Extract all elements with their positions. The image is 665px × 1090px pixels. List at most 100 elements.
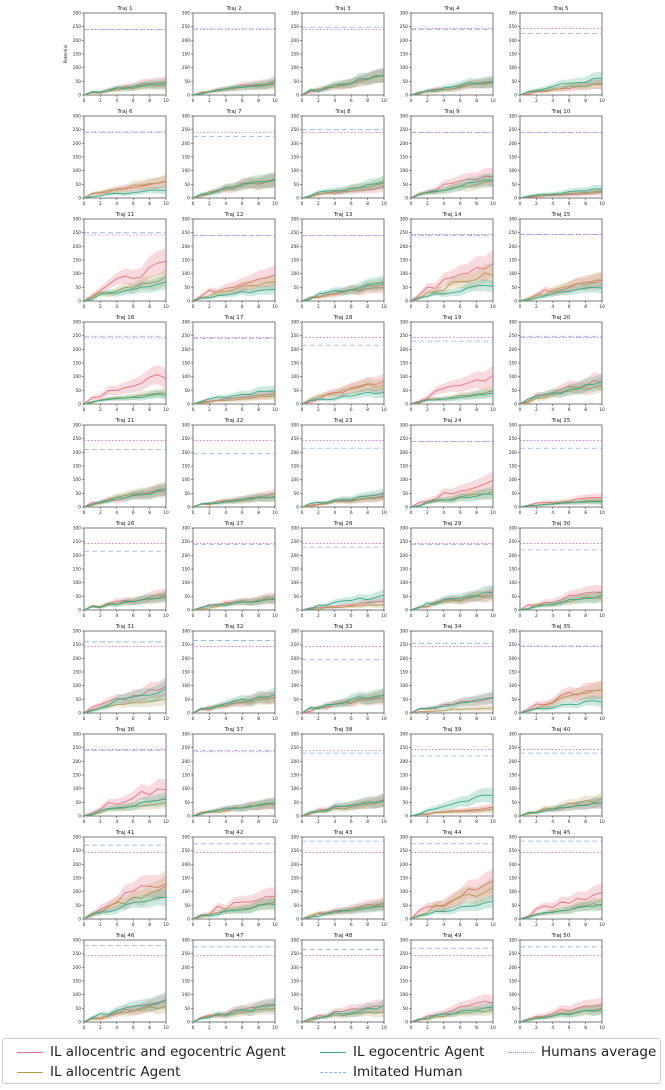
y-tick-label: 300 [400, 217, 408, 223]
x-tick-label: 0 [83, 98, 86, 104]
panel-frame [410, 939, 494, 1023]
x-tick-label: 8 [148, 201, 151, 207]
ego-line [301, 180, 385, 199]
panel-frame [301, 218, 385, 302]
x-tick-label: 2 [535, 716, 538, 722]
y-tick-label: 300 [509, 11, 517, 17]
y-tick-label: 100 [73, 786, 81, 792]
y-tick-label: 200 [291, 450, 299, 456]
panel-title: Traj 20 [551, 315, 571, 321]
y-tick-label: 250 [400, 745, 408, 751]
panel-28: Traj 28 0 50 100 150 200 250 300 0 2 4 6 8 10 [291, 521, 387, 619]
panel-title: Traj 42 [224, 830, 244, 836]
legend-item-humans: Humans average [508, 1042, 656, 1062]
x-tick-label: 4 [115, 922, 118, 928]
panel-6: Traj 6 0 50 100 150 200 250 300 0 2 4 6 8 10 [73, 109, 169, 207]
y-tick-label: 250 [509, 848, 517, 854]
x-tick-label: 0 [519, 98, 522, 104]
y-tick-label: 300 [291, 732, 299, 738]
ego-line [83, 393, 167, 405]
allo-line [301, 495, 385, 508]
y-tick-label: 50 [512, 697, 518, 703]
y-tick-label: 0 [78, 299, 81, 305]
x-tick-label: 4 [333, 201, 336, 207]
panel-39: Traj 39 0 50 100 150 200 250 300 0 2 4 6 8 10 [400, 727, 496, 825]
panel-20: Traj 20 0 50 100 150 200 250 300 0 2 4 6 8 10 [509, 315, 605, 413]
panel-34: Traj 34 0 50 100 150 200 250 300 0 2 4 6 8 10 [400, 624, 496, 722]
allo-line [410, 272, 494, 302]
x-tick-label: 0 [192, 716, 195, 722]
y-tick-label: 200 [509, 141, 517, 147]
x-tick-label: 0 [519, 716, 522, 722]
legend-item-allo_ego: IL allocentric and egocentric Agent [17, 1042, 286, 1062]
y-tick-label: 300 [182, 114, 190, 120]
x-tick-label: 4 [333, 922, 336, 928]
y-tick-label: 250 [400, 333, 408, 339]
panel-frame [301, 527, 385, 611]
allo-line [410, 808, 494, 817]
x-tick-label: 6 [568, 304, 571, 310]
y-tick-label: 250 [182, 539, 190, 545]
y-tick-label: 200 [291, 862, 299, 868]
x-tick-label: 10 [599, 510, 605, 516]
x-tick-label: 4 [442, 510, 445, 516]
x-tick-label: 4 [224, 510, 227, 516]
allo_ego-line [519, 191, 603, 199]
x-tick-label: 8 [257, 407, 260, 413]
panel-1: Traj 1 Potential 0 50 100 150 200 250 300 0 2 4 6 8 10 [63, 6, 169, 104]
x-tick-label: 6 [241, 716, 244, 722]
x-tick-label: 0 [301, 510, 304, 516]
ego-band [302, 68, 384, 95]
y-tick-label: 200 [182, 450, 190, 456]
x-tick-label: 0 [519, 1025, 522, 1031]
x-tick-label: 6 [350, 922, 353, 928]
panel-9: Traj 9 0 50 100 150 200 250 300 0 2 4 6 8 10 [400, 109, 496, 207]
y-tick-label: 150 [400, 258, 408, 264]
x-tick-label: 8 [257, 613, 260, 619]
y-tick-label: 0 [78, 1020, 81, 1026]
y-tick-label: 50 [403, 491, 409, 497]
x-tick-label: 2 [535, 201, 538, 207]
allo-band [520, 187, 602, 198]
ego-line [410, 900, 494, 920]
y-tick-label: 100 [291, 786, 299, 792]
x-tick-label: 8 [475, 1025, 478, 1031]
y-tick-label: 200 [291, 244, 299, 250]
x-tick-label: 2 [208, 98, 211, 104]
y-tick-label: 0 [405, 1020, 408, 1026]
panel-frame [192, 527, 276, 611]
y-tick-label: 0 [187, 93, 190, 99]
y-tick-label: 300 [509, 732, 517, 738]
x-tick-label: 6 [568, 1025, 571, 1031]
ego-band [84, 390, 166, 404]
x-tick-label: 6 [568, 613, 571, 619]
y-tick-label: 0 [514, 299, 517, 305]
y-tick-label: 100 [73, 374, 81, 380]
y-tick-label: 300 [73, 217, 81, 223]
x-tick-label: 4 [442, 613, 445, 619]
ego-band [193, 897, 275, 919]
ego-line [83, 281, 167, 302]
x-tick-label: 6 [132, 922, 135, 928]
x-tick-label: 6 [132, 98, 135, 104]
allo-line [410, 707, 494, 714]
x-tick-label: 4 [224, 922, 227, 928]
panel-title: Traj 34 [442, 624, 462, 630]
allo_ego-band [411, 471, 493, 507]
y-tick-label: 100 [73, 889, 81, 895]
x-tick-label: 4 [333, 613, 336, 619]
ego-line [301, 799, 385, 817]
ego-line [519, 700, 603, 714]
allo-line [83, 276, 167, 302]
ego-band [193, 171, 275, 198]
ego-band [520, 1004, 602, 1022]
y-tick-label: 150 [291, 773, 299, 779]
panel-title: Traj 19 [442, 315, 462, 321]
panel-frame [192, 424, 276, 508]
allo_ego-line [83, 1000, 167, 1023]
allo_ego-band [84, 676, 166, 713]
y-tick-label: 150 [182, 464, 190, 470]
y-tick-label: 100 [400, 889, 408, 895]
y-tick-label: 100 [73, 65, 81, 71]
y-tick-label: 250 [400, 127, 408, 133]
